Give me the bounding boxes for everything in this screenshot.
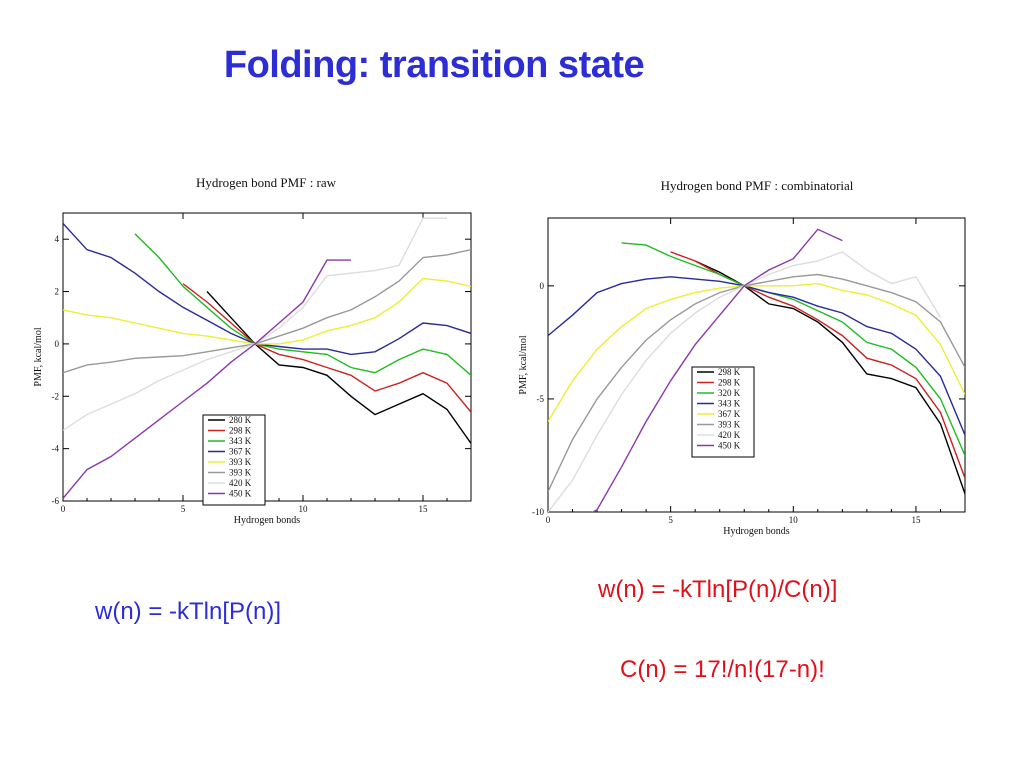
comb-x-axis-label: Hydrogen bonds: [723, 526, 789, 537]
comb-x-tick-label: 0: [546, 515, 551, 525]
raw-series-line-5: [63, 249, 471, 374]
comb-legend-label: 298 K: [718, 367, 741, 377]
raw-series-line-4: [63, 277, 471, 345]
comb-legend-label: 420 K: [718, 430, 741, 440]
formula-raw: w(n) = -kTln[P(n)]: [95, 598, 282, 625]
comb-series-line-5: [548, 273, 965, 492]
chart-combinatorial-svg: Hydrogen bond PMF : combinatorial 0 5 10 15 -…: [518, 178, 966, 537]
formula-combinatorial: w(n) = -kTln[P(n)/C(n)]: [598, 576, 838, 603]
raw-x-tick-label: 15: [419, 504, 429, 514]
comb-plot-area: [547, 217, 966, 513]
comb-x-tick-label: 5: [668, 515, 673, 525]
slide-title: Folding: transition state: [223, 44, 645, 86]
raw-y-tick-label: -2: [52, 391, 60, 401]
raw-legend-label: 450 K: [229, 489, 252, 499]
raw-x-axis-label: Hydrogen bonds: [234, 515, 300, 526]
comb-y-tick-label: 0: [540, 281, 545, 291]
raw-series-line-2: [134, 233, 471, 376]
comb-y-axis-label: PMF, kcal/mol: [518, 335, 529, 394]
raw-y-tick-label: 2: [55, 287, 60, 297]
raw-x-tick-label: 0: [61, 504, 66, 514]
comb-series-line-3: [548, 276, 965, 436]
raw-y-tick-label: 4: [55, 234, 60, 244]
chart-raw-svg: Hydrogen bond PMF : raw 0 5 10 15 -6 -4 -2 0 2 4 Hy…: [33, 175, 472, 526]
comb-legend-label: 393 K: [718, 420, 741, 430]
raw-legend-label: 343 K: [229, 436, 252, 446]
raw-legend-label: 393 K: [229, 468, 252, 478]
raw-chart-title: Hydrogen bond PMF : raw: [196, 175, 337, 190]
comb-x-tick-label: 10: [789, 515, 799, 525]
comb-series-line-2: [621, 242, 965, 456]
comb-legend-label: 298 K: [718, 378, 741, 388]
comb-chart-title: Hydrogen bond PMF : combinatorial: [661, 178, 854, 193]
chart-raw: Hydrogen bond PMF : raw 0 5 10 15 -6 -4 -2 0 2 4 Hy…: [30, 165, 490, 545]
formula-c: C(n) = 17!/n!(17-n)!: [620, 656, 825, 683]
raw-legend-label: 298 K: [229, 426, 252, 436]
comb-series-line-7: [591, 228, 843, 512]
raw-series-line-6: [63, 217, 447, 431]
comb-y-tick-label: -10: [532, 507, 544, 517]
comb-series-line-4: [548, 282, 965, 422]
comb-y-tick-label: -5: [537, 394, 545, 404]
raw-legend-label: 280 K: [229, 415, 252, 425]
raw-series-line-1: [182, 283, 471, 413]
raw-legend-label: 367 K: [229, 447, 252, 457]
raw-y-tick-label: -6: [52, 496, 60, 506]
raw-y-tick-label: 0: [55, 339, 60, 349]
raw-legend-label: 393 K: [229, 457, 252, 467]
comb-legend-label: 343 K: [718, 399, 741, 409]
comb-legend-label: 320 K: [718, 388, 741, 398]
raw-y-tick-label: -4: [52, 444, 60, 454]
raw-series-line-3: [63, 223, 471, 356]
comb-legend-label: 450 K: [718, 441, 741, 451]
comb-x-tick-label: 15: [911, 515, 921, 525]
raw-x-tick-label: 10: [299, 504, 309, 514]
raw-plot-area: [62, 212, 472, 502]
raw-series-line-7: [63, 259, 351, 499]
raw-x-tick-label: 5: [181, 504, 186, 514]
raw-y-axis-label: PMF, kcal/mol: [33, 327, 44, 386]
comb-legend-label: 367 K: [718, 409, 741, 419]
raw-legend-label: 420 K: [229, 478, 252, 488]
chart-combinatorial: Hydrogen bond PMF : combinatorial 0 5 10 15 -…: [505, 170, 975, 550]
